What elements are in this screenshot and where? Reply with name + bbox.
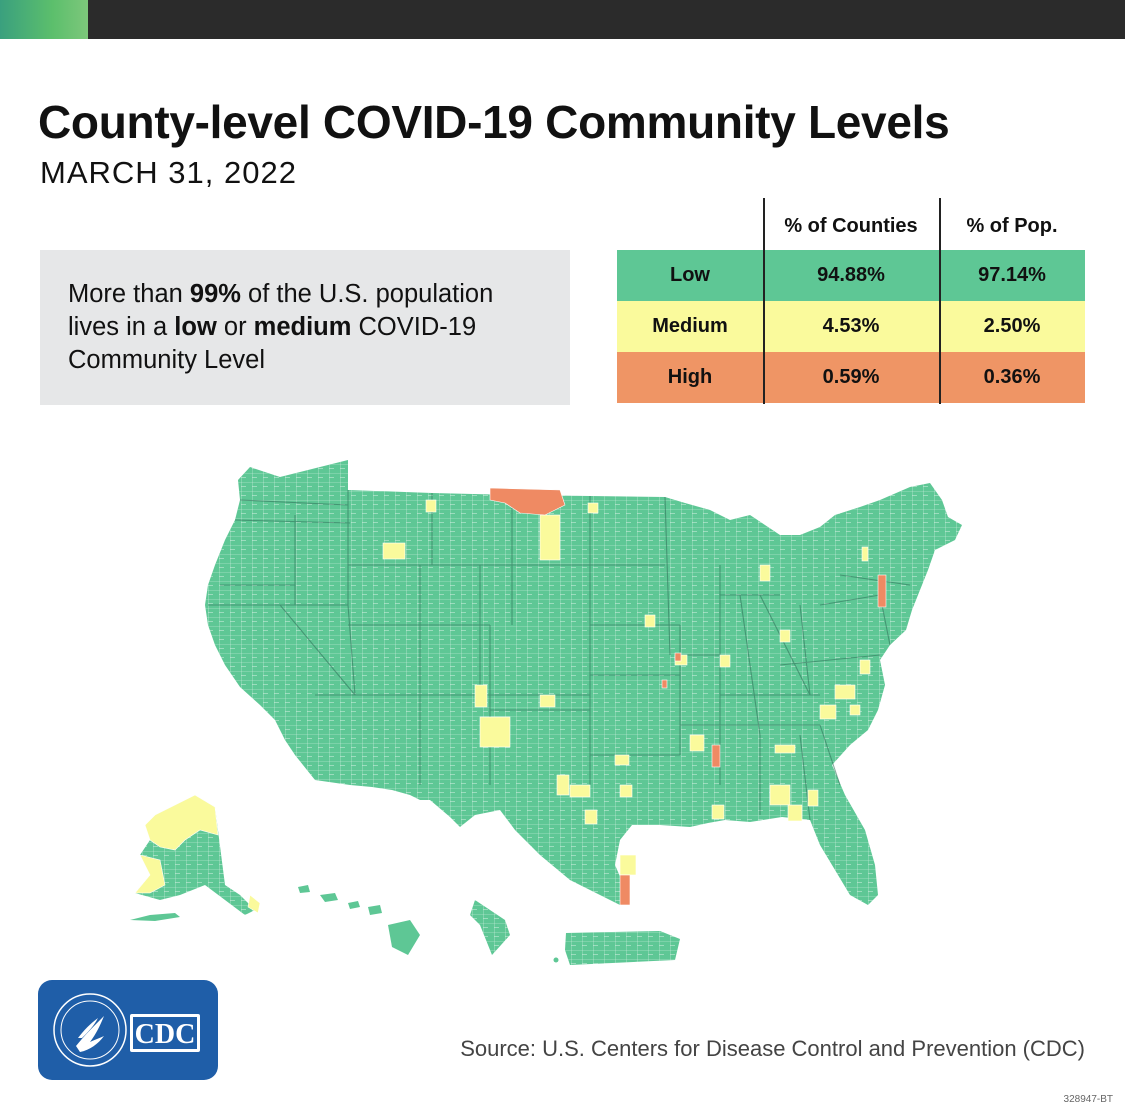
county-grid-overlay [205, 460, 962, 905]
table-divider-2 [939, 198, 941, 404]
table-cell-pop: 97.14% [978, 264, 1046, 286]
map-svg [130, 460, 962, 965]
puerto-rico [553, 931, 680, 965]
dc-inset [470, 900, 510, 955]
callout-emph-low: low [174, 313, 217, 341]
table-header-counties: % of Counties [784, 214, 918, 237]
state-borders [208, 490, 911, 821]
hawaii [298, 885, 420, 955]
callout-text-prefix: More than [68, 280, 190, 308]
document-code: 328947-BT [1063, 1094, 1113, 1105]
top-accent [0, 0, 88, 39]
table-divider-1 [763, 198, 765, 404]
cdc-logo-text: CDC [135, 1019, 196, 1050]
us-county-map [120, 455, 990, 975]
summary-callout: More than 99% of the U.S. population liv… [40, 250, 570, 405]
table-cell-counties: 0.59% [822, 366, 880, 388]
table-cell-level: High [667, 366, 713, 388]
top-bar [0, 0, 1125, 39]
table-header-level [617, 198, 763, 250]
table-cell-pop: 0.36% [983, 366, 1041, 388]
cdc-hhs-logo: CDC [38, 980, 218, 1080]
callout-text-suffix: COVID-19 Community Level [68, 313, 477, 374]
table-cell-level: Medium [652, 315, 728, 337]
page-title: County-level COVID-19 Community Levels [38, 96, 950, 148]
high-level-counties [489, 487, 887, 906]
table-cell-counties: 94.88% [817, 264, 885, 286]
table-row-medium: Medium 4.53% 2.50% [617, 301, 1085, 352]
levels-table: % of Counties % of Pop. Low 94.88% 97.14… [617, 198, 1085, 404]
contiguous-us [205, 460, 962, 906]
callout-emph-medium: medium [253, 313, 352, 341]
medium-level-counties [382, 499, 871, 876]
callout-text-mid2: or [216, 313, 254, 341]
table-cell-pop: 2.50% [983, 315, 1041, 337]
alaska [130, 794, 261, 921]
callout-text-mid1: of the U.S. population lives in a [68, 280, 494, 341]
date-label: MARCH 31, 2022 [40, 155, 297, 190]
hhs-eagle-seal-icon: CDC [53, 993, 200, 1067]
table-header-row: % of Counties % of Pop. [617, 198, 1085, 250]
table-cell-level: Low [670, 264, 710, 286]
table-row-high: High 0.59% 0.36% [617, 352, 1085, 403]
source-credit: Source: U.S. Centers for Disease Control… [460, 1036, 1085, 1061]
callout-emph-percent: 99% [189, 280, 241, 308]
table-cell-counties: 4.53% [822, 315, 880, 337]
table-row-low: Low 94.88% 97.14% [617, 250, 1085, 301]
table-header-pop: % of Pop. [966, 214, 1058, 237]
